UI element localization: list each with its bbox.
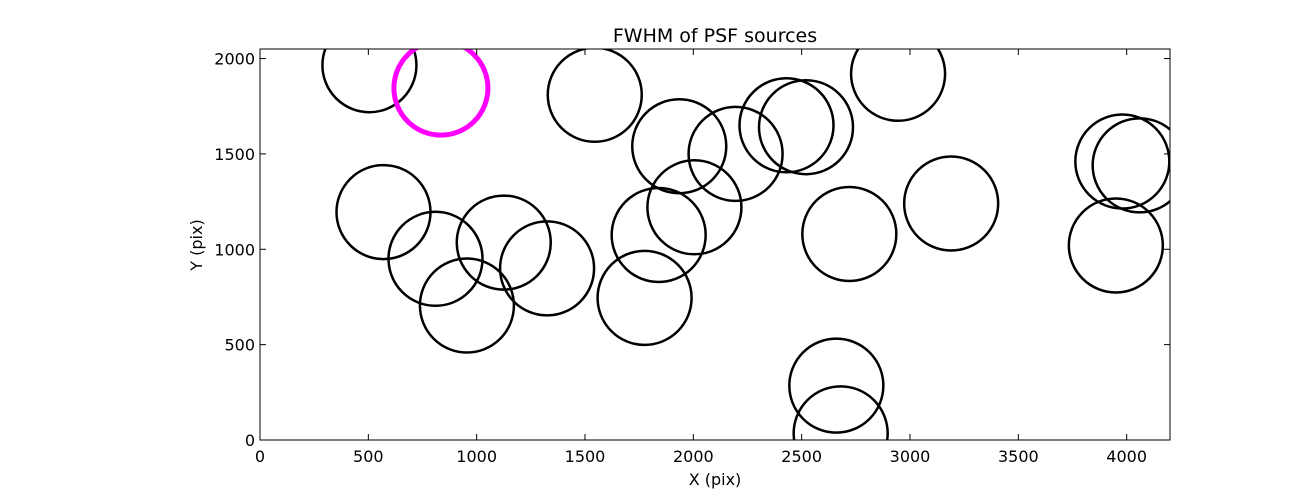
x-tick-label: 2000	[673, 447, 714, 466]
x-tick-label: 2500	[781, 447, 822, 466]
x-tick-label: 0	[255, 447, 265, 466]
psf-source-marker	[849, 49, 947, 123]
psf-source-marker	[757, 78, 855, 176]
y-tick-label: 2000	[214, 50, 255, 69]
y-tick-label: 0	[245, 431, 255, 450]
psf-source-marker	[788, 337, 885, 434]
psf-source-marker	[387, 210, 484, 308]
psf-source-marker	[687, 105, 784, 203]
x-tick-label: 4000	[1106, 447, 1147, 466]
psf-source-marker	[738, 77, 835, 174]
psf-source-marker	[498, 220, 596, 317]
psf-source-marker	[792, 385, 889, 440]
psf-source-marker	[1091, 117, 1170, 214]
plot-frame	[259, 48, 1171, 441]
psf-source-marker	[596, 249, 693, 347]
psf-source-marker	[391, 49, 491, 138]
x-axis-ticks: 0 500 1000 1500 2000 2500 3000 3500 4000	[255, 49, 1147, 466]
psf-source-marker	[801, 185, 898, 283]
psf-source-marker	[1067, 197, 1165, 294]
psf-source-marker	[1074, 113, 1170, 210]
x-tick-label: 500	[353, 447, 384, 466]
x-tick-label: 3000	[890, 447, 931, 466]
y-tick-label: 1500	[214, 145, 255, 164]
y-axis-ticks: 0 500 1000 1500 2000	[214, 50, 1170, 450]
y-axis-label: Y (pix)	[187, 219, 206, 271]
x-tick-label: 3500	[998, 447, 1039, 466]
y-tick-label: 500	[224, 336, 255, 355]
psf-source-marker	[902, 155, 1000, 252]
psf-source-marker	[610, 186, 707, 284]
markers-layer	[321, 49, 1170, 440]
x-tick-label: 1500	[565, 447, 606, 466]
chart-title: FWHM of PSF sources	[613, 25, 817, 47]
psf-source-marker	[321, 49, 418, 114]
x-axis-label: X (pix)	[689, 470, 742, 489]
psf-source-marker	[335, 163, 432, 261]
y-tick-label: 1000	[214, 240, 255, 259]
psf-source-marker	[455, 194, 552, 291]
psf-source-marker	[546, 49, 643, 144]
psf-source-marker	[646, 159, 743, 256]
psf-source-marker	[418, 257, 516, 354]
x-tick-label: 1000	[456, 447, 497, 466]
